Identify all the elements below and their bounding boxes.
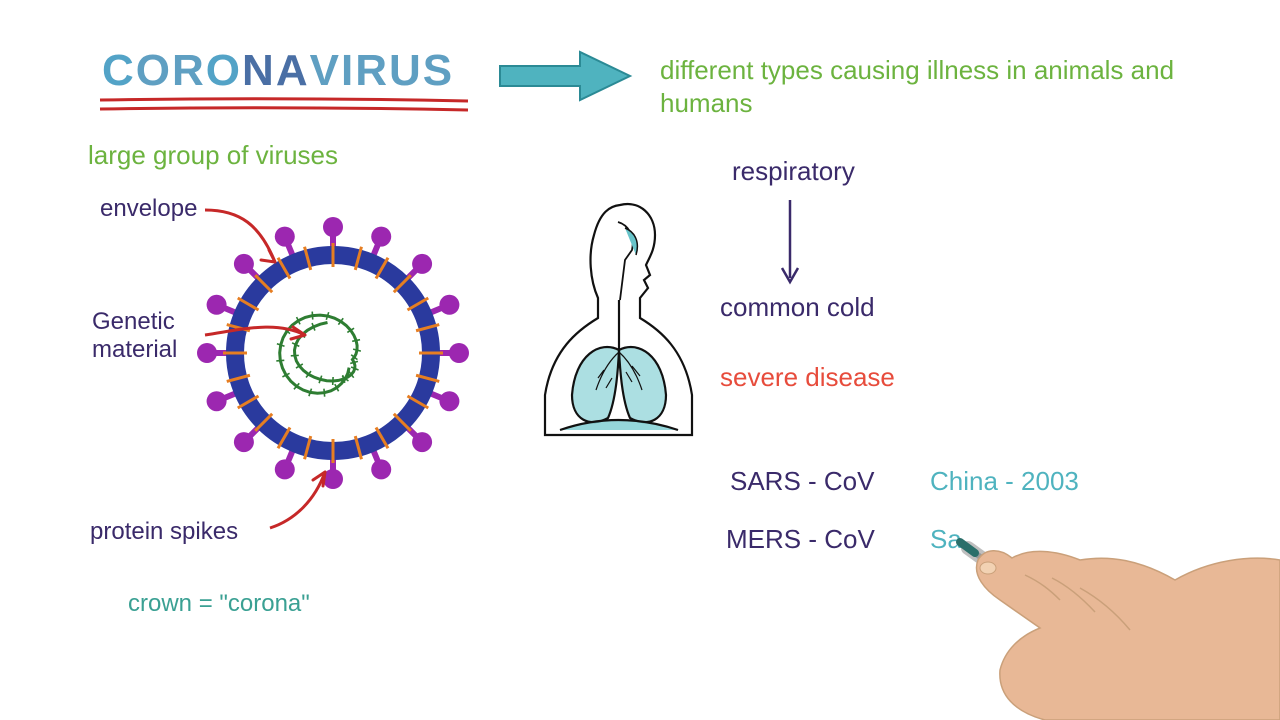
title-letter: I (341, 46, 355, 96)
title-letter: O (136, 46, 172, 96)
mers-location: Sa (930, 524, 962, 555)
hand-drawing-icon (960, 542, 1280, 720)
human-respiratory-icon (545, 204, 692, 435)
title-letter: U (389, 46, 423, 96)
mers-name: MERS - CoV (726, 524, 875, 555)
subtitle-text: large group of viruses (88, 140, 338, 171)
top-right-text: different types causing illness in anima… (660, 54, 1240, 119)
arrow-right-icon (500, 52, 630, 100)
title-letter: O (206, 46, 242, 96)
title-letter: V (310, 46, 341, 96)
title-letter: C (102, 46, 136, 96)
title-underline (100, 99, 468, 101)
label-severe-disease: severe disease (720, 362, 895, 393)
sars-name: SARS - CoV (730, 466, 875, 497)
label-protein-spikes: protein spikes (90, 518, 238, 546)
title-letter: R (355, 46, 389, 96)
label-genetic-material: Genetic material (92, 308, 222, 363)
sars-location: China - 2003 (930, 466, 1079, 497)
virus-diagram (197, 217, 469, 489)
title-letter: R (172, 46, 206, 96)
title-letter: A (276, 46, 310, 96)
title-letter: N (242, 46, 276, 96)
label-arrow (270, 472, 325, 528)
label-crown-corona: crown = "corona" (128, 590, 310, 618)
label-arrow (205, 210, 275, 262)
label-envelope: envelope (100, 195, 197, 223)
respiratory-arrow-icon (782, 200, 798, 282)
title-letter: S (423, 46, 454, 96)
title-underline (100, 108, 468, 110)
label-respiratory: respiratory (732, 156, 855, 187)
watermark-who: World Health Organization (1160, 700, 1277, 711)
label-common-cold: common cold (720, 292, 875, 323)
page-title: CORONAVIRUS (102, 46, 454, 96)
